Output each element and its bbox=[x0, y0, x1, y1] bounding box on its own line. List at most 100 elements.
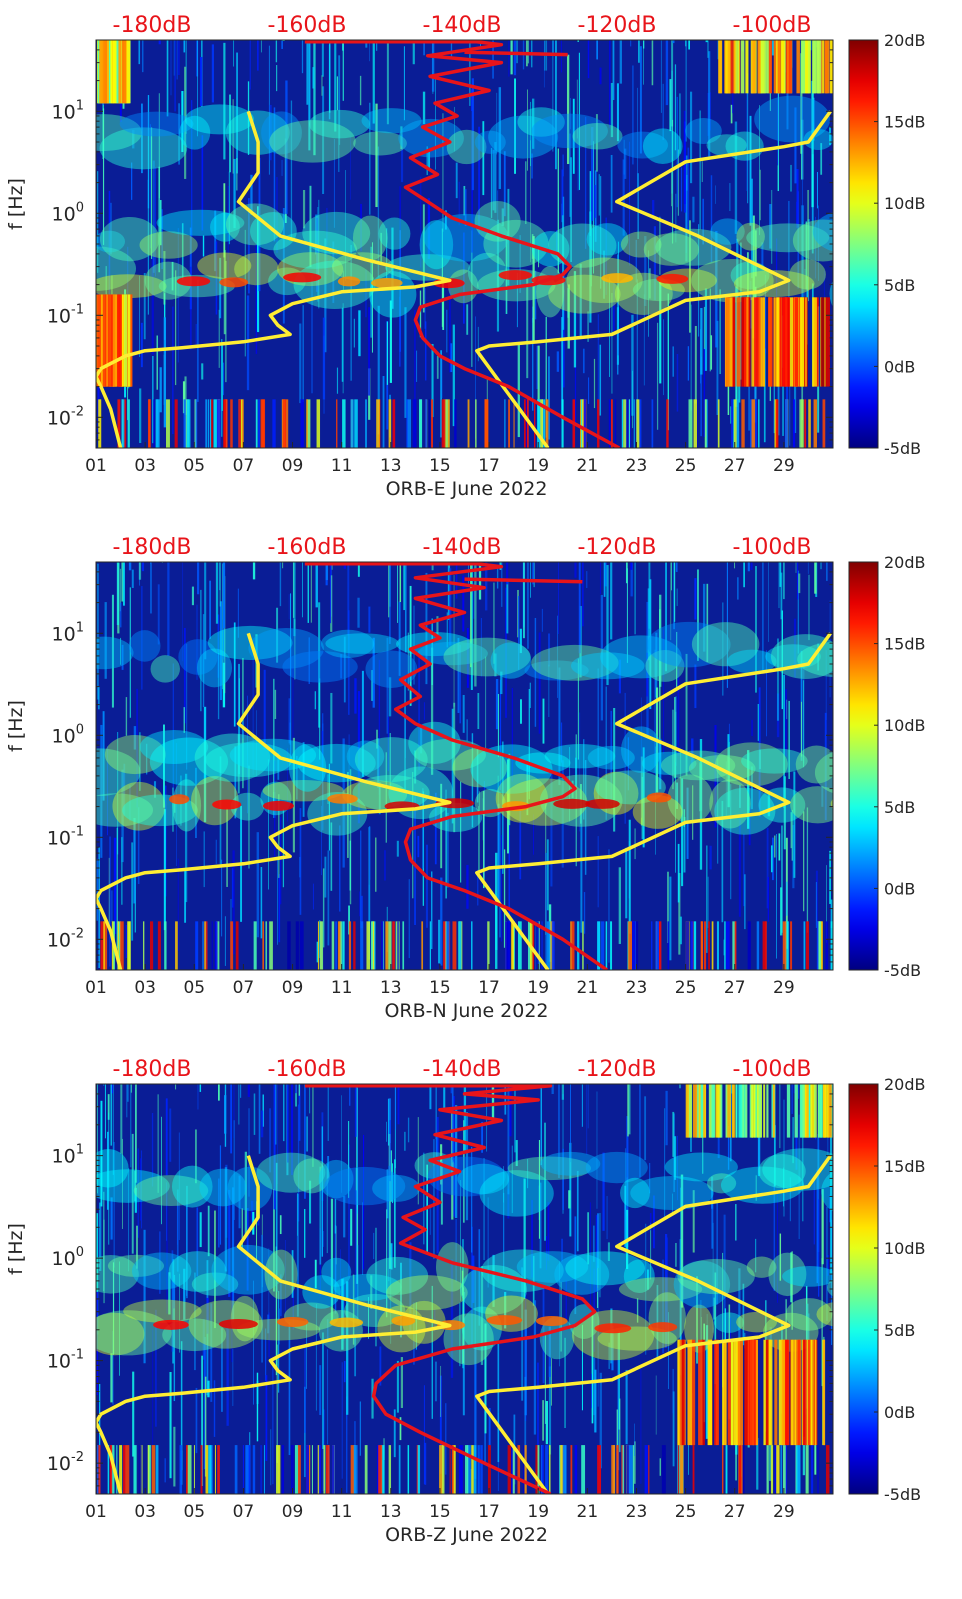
spectrogram-streak bbox=[179, 1445, 183, 1494]
spectrogram-hot-band bbox=[722, 1339, 724, 1446]
spectrogram-streak bbox=[774, 1445, 778, 1494]
x-tick-label: 05 bbox=[183, 1502, 205, 1522]
spectrogram-streak bbox=[187, 1445, 192, 1494]
spectrogram-streak bbox=[460, 1180, 461, 1301]
spectrogram-peak bbox=[646, 792, 672, 803]
spectrogram-streak bbox=[222, 562, 226, 629]
spectrogram-streak bbox=[423, 1152, 425, 1245]
y-tick-label-base: 10 bbox=[52, 203, 76, 225]
x-tick-label: 07 bbox=[233, 1502, 255, 1522]
spectrogram-streak bbox=[407, 1117, 410, 1143]
spectrogram-streak bbox=[562, 196, 565, 330]
spectrogram-streak bbox=[141, 103, 143, 174]
spectrogram-streak bbox=[241, 1208, 243, 1248]
spectrogram-hot-band bbox=[783, 40, 786, 94]
spectrogram-streak bbox=[196, 1207, 199, 1277]
y-tick-label: 101 bbox=[52, 98, 84, 123]
spectrogram-streak bbox=[613, 707, 616, 832]
spectrogram-energy-blob bbox=[324, 1166, 406, 1206]
spectrogram-hot-band bbox=[102, 40, 106, 104]
spectrogram-streak bbox=[265, 921, 267, 970]
spectrogram-streak bbox=[816, 1169, 819, 1284]
spectrogram-streak bbox=[431, 42, 435, 92]
spectrogram-streak bbox=[597, 1287, 599, 1407]
spectrogram-streak bbox=[341, 1278, 344, 1350]
spectrogram-streak bbox=[154, 167, 156, 277]
spectrogram-streak bbox=[290, 100, 293, 238]
spectrogram-streak bbox=[358, 891, 360, 917]
spectrogram-streak bbox=[452, 324, 455, 427]
spectrogram-energy-blob bbox=[467, 252, 507, 292]
spectrogram-streak bbox=[431, 343, 434, 418]
spectrogram-streak bbox=[793, 1084, 796, 1094]
spectrogram-streak bbox=[282, 809, 285, 888]
spectrogram-streak bbox=[639, 1084, 641, 1178]
spectrogram-streak bbox=[469, 40, 471, 106]
spectrogram-streak bbox=[110, 1084, 113, 1146]
spectrogram-streak bbox=[603, 250, 605, 299]
spectrogram-streak bbox=[357, 691, 360, 824]
spectrogram-energy-blob bbox=[706, 134, 747, 157]
spectrogram-streak bbox=[269, 1108, 271, 1173]
spectrogram-energy-blob bbox=[714, 787, 776, 835]
spectrogram-streak bbox=[343, 636, 346, 703]
spectrogram-hot-band bbox=[804, 1084, 808, 1138]
spectrogram-streak bbox=[163, 317, 167, 428]
spectrogram-energy-blob bbox=[762, 1148, 833, 1191]
spectrogram-hot-band bbox=[801, 1339, 804, 1446]
spectrogram-streak bbox=[381, 921, 384, 970]
spectrogram-streak bbox=[474, 1268, 476, 1397]
spectrogram-energy-blob bbox=[123, 1299, 202, 1323]
spectrogram-streak bbox=[277, 859, 279, 945]
spectrogram-streak bbox=[672, 1111, 675, 1157]
spectrogram-streak bbox=[637, 173, 639, 240]
spectrogram-streak bbox=[153, 399, 155, 448]
spectrogram-streak bbox=[119, 1445, 123, 1494]
spectrogram-streak bbox=[257, 399, 260, 448]
spectrogram-streak bbox=[149, 1445, 151, 1494]
spectrogram-streak bbox=[463, 1084, 467, 1154]
spectrogram-streak bbox=[722, 1252, 724, 1388]
spectrogram-streak bbox=[465, 1111, 469, 1221]
spectrogram-streak bbox=[633, 399, 635, 448]
spectrogram-streak bbox=[540, 1084, 542, 1166]
spectrogram-streak bbox=[392, 399, 396, 448]
spectrogram-streak bbox=[341, 1095, 342, 1193]
spectrogram-streak bbox=[214, 1210, 216, 1329]
spectrogram-streak bbox=[238, 663, 240, 775]
spectrogram-streak bbox=[272, 1363, 274, 1485]
spectrogram-streak bbox=[443, 1084, 446, 1111]
spectrogram-streak bbox=[826, 1206, 828, 1321]
spectrogram-streak bbox=[211, 399, 214, 448]
spectrogram-streak bbox=[394, 1159, 396, 1268]
spectrogram-streak bbox=[158, 40, 161, 45]
spectrogram-streak bbox=[497, 693, 500, 758]
spectrogram-streak bbox=[234, 746, 237, 819]
spectrogram-streak bbox=[230, 921, 234, 970]
x-tick-label: 27 bbox=[724, 456, 746, 476]
spectrogram-streak bbox=[594, 1369, 597, 1433]
spectrogram-streak bbox=[151, 1113, 154, 1187]
spectrogram-streak bbox=[791, 1251, 793, 1330]
spectrogram-streak bbox=[830, 1136, 832, 1274]
spectrogram-streak bbox=[147, 95, 150, 209]
spectrogram-streak bbox=[714, 725, 717, 828]
spectrogram-streak bbox=[390, 1243, 393, 1270]
spectrogram-streak bbox=[497, 775, 499, 905]
spectrogram-streak bbox=[545, 852, 547, 969]
spectrogram-streak bbox=[219, 257, 222, 319]
spectrogram-streak bbox=[785, 399, 788, 448]
spectrogram-streak bbox=[223, 250, 226, 335]
spectrogram-streak bbox=[717, 758, 719, 864]
spectrogram-streak bbox=[318, 602, 321, 728]
spectrogram-streak bbox=[790, 164, 792, 192]
spectrogram-streak bbox=[260, 40, 262, 53]
spectrogram-energy-blob bbox=[318, 1159, 354, 1199]
spectrogram-streak bbox=[131, 842, 134, 941]
spectrogram-streak bbox=[542, 698, 545, 744]
spectrogram-streak bbox=[667, 1312, 669, 1389]
spectrogram-streak bbox=[202, 614, 205, 708]
spectrogram-energy-blob bbox=[642, 128, 683, 164]
spectrogram-streak bbox=[385, 921, 389, 970]
spectrogram-energy-blob bbox=[414, 738, 486, 771]
